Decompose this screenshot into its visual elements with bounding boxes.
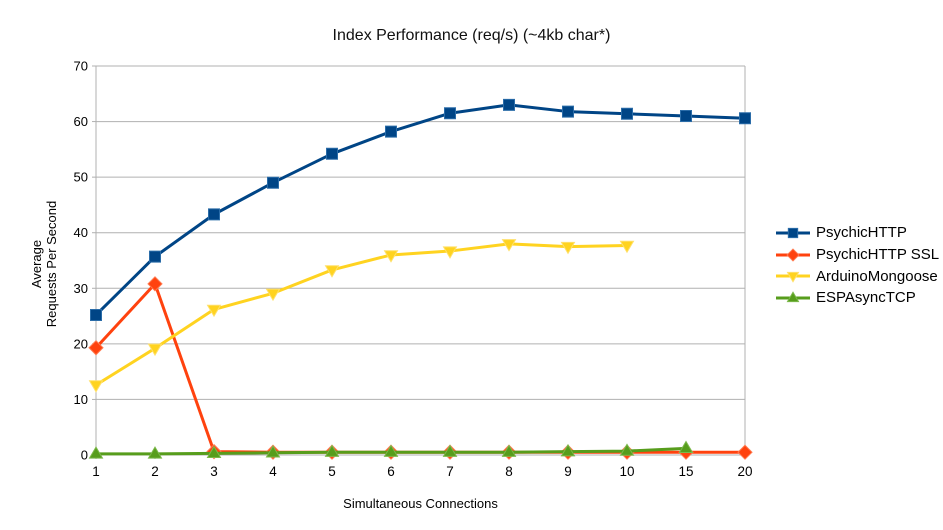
x-tick-label: 2 [151,464,159,479]
data-point-marker-psychichttp-ssl [737,444,753,460]
y-tick-label: 30 [74,281,88,296]
x-tick-label: 9 [564,464,572,479]
data-point-marker-psychichttp [680,110,692,123]
data-point-marker-psychichttp [503,98,515,111]
x-tick-label: 1 [92,464,100,479]
legend-swatch-psychichttp [776,227,810,239]
legend-label-arduinomongoose: ArduinoMongoose [816,267,938,285]
data-point-marker-psychichttp-ssl [147,276,163,292]
data-point-marker-espasynctcp [324,444,340,457]
legend: PsychicHTTP PsychicHTTP SSL ArduinoMongoos… [775,222,939,309]
data-point-marker-arduinomongoose [324,265,340,278]
data-point-marker-espasynctcp [383,444,399,457]
data-point-marker-psychichttp [149,250,161,263]
data-point-marker-arduinomongoose [206,304,222,318]
data-point-marker-psychichttp [90,308,102,321]
x-tick-label: 15 [678,464,693,479]
chart-title: Index Performance (req/s) (~4kb char*) [332,27,611,44]
series-psychichttp-ssl [88,276,753,460]
series-line-arduinomongoose [95,242,628,387]
data-point-marker-espasynctcp [147,446,163,459]
legend-swatch-espasynctcp [776,291,810,302]
data-point-marker-psychichttp [385,125,397,138]
legend-item-psychichttp-ssl: PsychicHTTP SSL [775,244,939,266]
data-point-marker-arduinomongoose [147,343,163,357]
data-point-marker-espasynctcp [501,444,517,457]
x-tick-label: 10 [619,464,634,479]
data-point-marker-espasynctcp [442,444,458,457]
data-point-marker-psychichttp [562,105,574,118]
y-tick-label: 20 [74,336,88,351]
data-point-marker-psychichttp-ssl [88,340,104,356]
data-point-marker-psychichttp [267,176,279,189]
y-tick-label: 50 [74,170,88,185]
legend-item-arduinomongoose: ArduinoMongoose [775,265,939,287]
data-point-marker-psychichttp [621,107,633,120]
data-point-marker-arduinomongoose [560,241,576,255]
y-axis-title-text: Average Requests Per Second [29,200,59,328]
data-point-marker-arduinomongoose [501,239,517,252]
legend-swatch-arduinomongoose [776,272,810,283]
y-tick-label: 60 [74,114,88,129]
series-line-psychichttp [94,103,746,317]
series-espasynctcp [88,440,694,459]
data-point-marker-psychichttp [326,147,338,160]
x-tick-label: 7 [446,464,454,479]
series-psychichttp [90,98,751,321]
y-tick-label: 40 [74,225,88,240]
data-point-marker-espasynctcp [678,440,694,454]
square-marker-icon [787,227,799,239]
data-point-marker-arduinomongoose [88,380,104,393]
data-point-marker-espasynctcp [560,443,576,457]
data-point-marker-psychichttp [739,112,751,125]
x-tick-label: 8 [505,464,513,479]
data-point-marker-espasynctcp [88,446,104,459]
y-tick-label: 70 [74,59,88,74]
legend-label-psychichttp-ssl: PsychicHTTP SSL [816,246,940,264]
data-point-marker-arduinomongoose [442,246,458,259]
x-tick-label: 20 [737,464,752,479]
x-tick-label: 6 [387,464,395,479]
triangle-down-marker-icon [786,272,800,283]
y-tick-label: 10 [74,392,88,407]
legend-item-psychichttp: PsychicHTTP [775,222,939,244]
data-point-marker-arduinomongoose [619,240,635,254]
y-tick-label: 0 [81,448,88,463]
legend-item-espasynctcp: ESPAsyncTCP [775,287,939,309]
data-point-marker-espasynctcp [265,444,281,458]
data-point-marker-psychichttp [208,208,220,221]
data-point-marker-arduinomongoose [265,288,281,302]
series-arduinomongoose [88,239,635,393]
diamond-marker-icon [786,247,800,262]
data-point-marker-psychichttp [444,107,456,120]
x-tick-label: 5 [328,464,336,479]
data-point-marker-arduinomongoose [383,250,399,263]
data-point-marker-espasynctcp [619,443,635,456]
series-line-psychichttp-ssl [94,282,745,454]
legend-swatch-psychichttp-ssl [776,247,810,262]
x-tick-label: 3 [210,464,218,479]
legend-label-espasynctcp: ESPAsyncTCP [816,289,916,307]
legend-label-psychichttp: PsychicHTTP [816,224,907,242]
triangle-up-marker-icon [786,291,800,302]
x-tick-label: 4 [269,464,277,479]
x-axis-title: Simultaneous Connections [343,496,498,511]
data-point-marker-espasynctcp [206,445,222,459]
